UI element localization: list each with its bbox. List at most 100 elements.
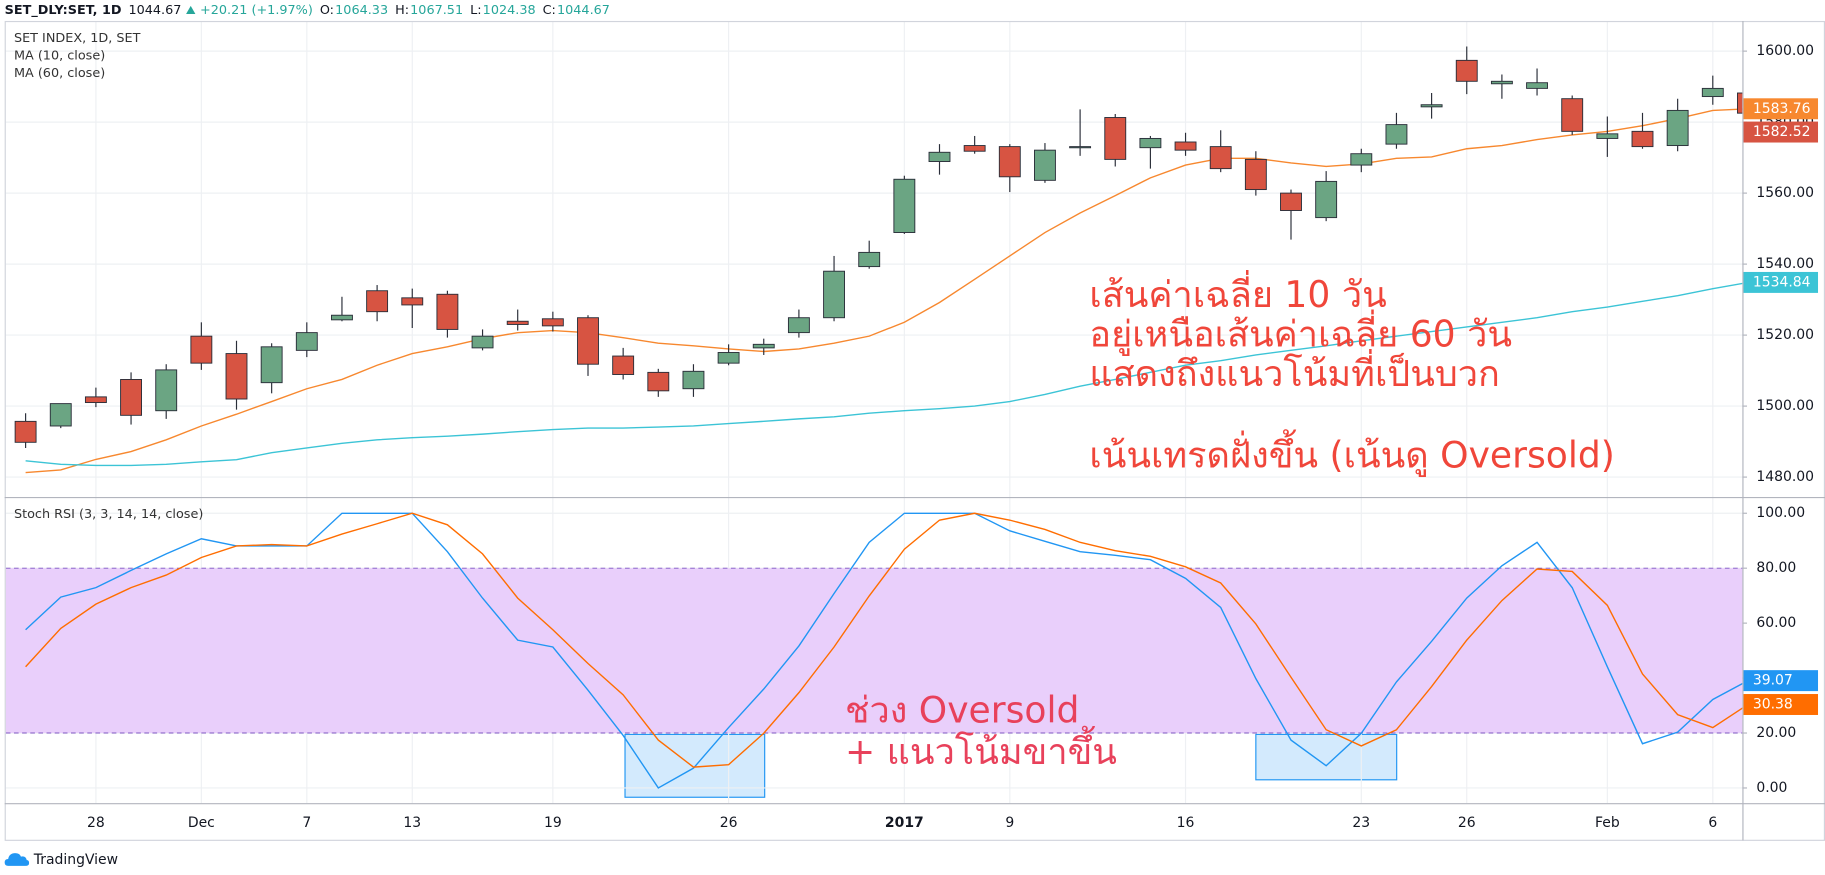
y-tick-label: 1540.00 <box>1756 256 1814 272</box>
candle-body <box>506 320 529 325</box>
grid-layer <box>5 20 1743 804</box>
candle-body <box>331 314 353 321</box>
candle-body <box>1561 98 1584 132</box>
candle-body <box>1139 137 1162 149</box>
candle-body <box>366 290 389 313</box>
candle-body <box>541 318 564 327</box>
last-value-box <box>1743 121 1819 143</box>
series-layer <box>14 46 1743 789</box>
header-text: H: <box>395 3 409 18</box>
candle-body <box>225 353 248 400</box>
candle-body <box>787 317 810 334</box>
candle-body <box>14 420 37 443</box>
candle-body <box>717 352 740 364</box>
candle-body <box>998 146 1021 178</box>
header-text: 1064.33 <box>335 3 388 18</box>
x-tick-label: 16 <box>1177 815 1195 831</box>
y-tick-label: 60.00 <box>1756 615 1796 631</box>
candle-body <box>963 145 986 152</box>
candle-body <box>1069 146 1092 149</box>
candle-body <box>823 270 845 319</box>
highlight-box <box>1255 733 1398 781</box>
y-tick-label: 1500.00 <box>1756 398 1814 414</box>
candle-body <box>1034 149 1056 181</box>
candle-body <box>647 371 670 392</box>
candle-body <box>1420 104 1443 108</box>
candle-body <box>1385 124 1408 145</box>
last-value-box <box>1743 694 1819 715</box>
candle-body <box>1280 192 1302 211</box>
x-tick-label: Feb <box>1595 815 1620 831</box>
brand-logo[interactable]: TradingView <box>4 852 118 868</box>
legend-title: SET INDEX, 1D, SET <box>14 31 141 46</box>
candle-body <box>1174 141 1197 151</box>
candle-body <box>1701 87 1724 98</box>
candle-body <box>1209 146 1232 170</box>
y-tick-label: 1480.00 <box>1756 469 1814 485</box>
candle-body <box>155 369 178 412</box>
header-text: +20.21 (+1.97%) <box>200 3 313 18</box>
candle-body <box>1631 130 1654 148</box>
candle-body <box>190 335 213 364</box>
last-value-label: 30.38 <box>1753 697 1793 713</box>
x-tick-label: 19 <box>544 815 562 831</box>
legend-title[interactable]: Stoch RSI (3, 3, 14, 14, close) <box>14 507 203 522</box>
header-text: 1067.51 <box>410 3 463 18</box>
y-tick-label: 20.00 <box>1756 725 1796 741</box>
candle-body <box>1104 117 1127 160</box>
logo-icon <box>4 853 30 866</box>
y-tick-label: 80.00 <box>1756 560 1796 576</box>
x-tick-label: 6 <box>1708 815 1717 831</box>
candle-body <box>612 355 635 375</box>
candle-body <box>1315 180 1338 219</box>
oscillator-line <box>25 512 1743 789</box>
annotation: เส้นค่าเฉลี่ย 10 วัน <box>1089 270 1386 316</box>
last-value-label: 39.07 <box>1753 673 1793 689</box>
legend-entry[interactable]: MA (10, close) <box>14 48 105 63</box>
candle-body <box>1490 80 1513 85</box>
header-text: 1044.67 <box>557 3 610 18</box>
header-text: L: <box>470 3 481 18</box>
last-value-box <box>1743 271 1819 293</box>
candle-body <box>1526 82 1548 89</box>
x-tick-label: Dec <box>188 815 215 831</box>
x-tick-label: 9 <box>1005 815 1014 831</box>
candle-body <box>436 293 459 330</box>
candle-body <box>401 297 424 306</box>
moving-average-line <box>25 282 1743 467</box>
frame <box>4 20 1825 841</box>
last-value-label: 1534.84 <box>1753 274 1811 290</box>
candle-body <box>858 251 881 268</box>
last-value-box <box>1743 98 1819 120</box>
x-tick-label: 2017 <box>885 815 924 831</box>
candle-body <box>928 151 951 162</box>
header-text: O: <box>320 3 334 18</box>
legend-entry[interactable]: MA (60, close) <box>14 66 105 81</box>
candle-body <box>1244 158 1267 191</box>
up-arrow-icon <box>186 5 196 14</box>
last-value-box <box>1743 670 1819 692</box>
last-value-label: 1583.76 <box>1753 101 1811 117</box>
x-tick-label: 7 <box>302 815 311 831</box>
candle-body <box>1455 59 1478 82</box>
y-tick-label: 1520.00 <box>1756 327 1814 343</box>
last-value-label: 1582.52 <box>1753 124 1811 140</box>
brand-name: TradingView <box>33 852 118 868</box>
x-tick-label: 26 <box>720 815 738 831</box>
band <box>5 568 1743 734</box>
oscillator-line <box>25 512 1743 768</box>
x-tick-label: 26 <box>1458 815 1476 831</box>
candle-body <box>295 332 318 351</box>
x-tick-label: 23 <box>1352 815 1370 831</box>
annotation: ช่วง Oversold <box>845 689 1079 731</box>
y-tick-label: 100.00 <box>1756 505 1805 521</box>
plot-layer: 28 Dec 7 13 19 26 2017 9 16 23 26 Feb 6 1480.00 1500.0… <box>5 20 1819 831</box>
candle-body <box>471 335 494 349</box>
candle-body <box>577 317 599 365</box>
annotation: อยู่เหนือเส้นค่าเฉลี่ย 60 วัน <box>1089 309 1512 356</box>
candle-body <box>1596 133 1619 139</box>
y-tick-label: 1560.00 <box>1756 185 1814 201</box>
header-text: 1044.67 <box>128 3 181 18</box>
